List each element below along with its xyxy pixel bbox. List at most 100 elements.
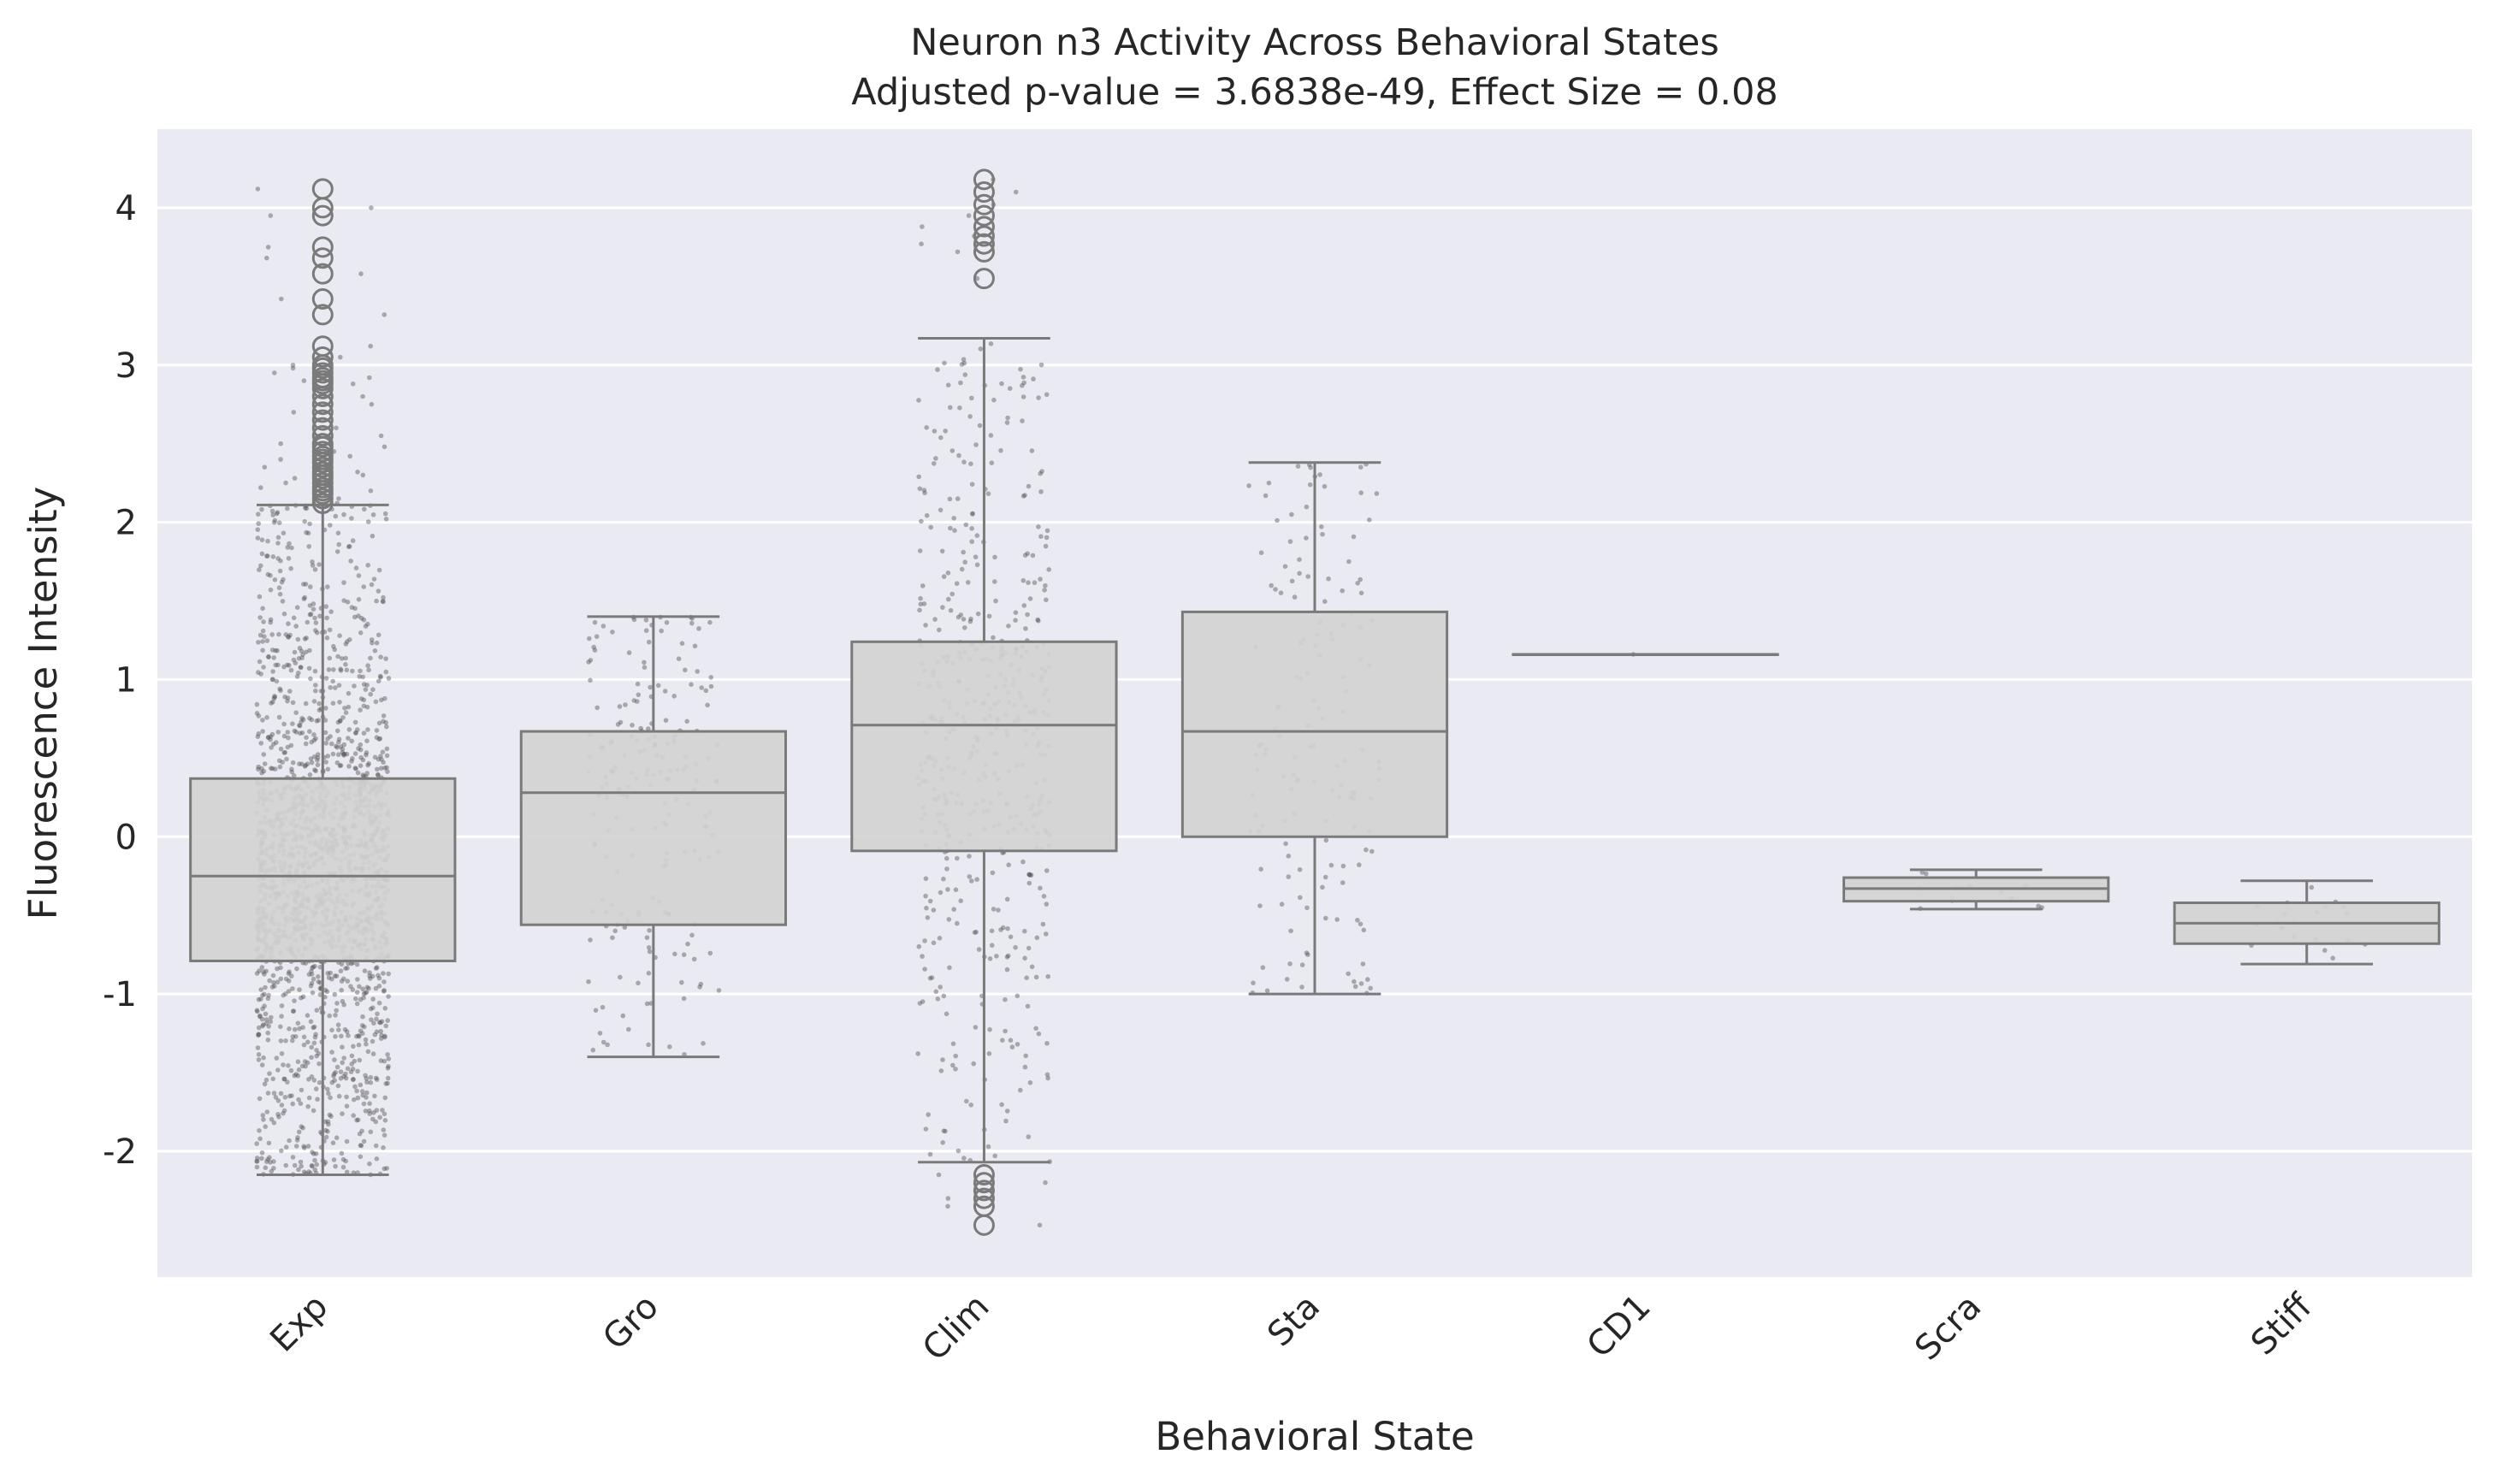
data-point <box>379 1019 385 1024</box>
data-point <box>275 1067 281 1073</box>
data-point <box>301 378 307 383</box>
data-point <box>256 1032 261 1038</box>
data-point <box>266 992 271 998</box>
data-point <box>378 1020 383 1026</box>
data-point <box>368 1006 374 1012</box>
data-point <box>304 636 309 641</box>
data-point <box>382 1111 387 1117</box>
data-point <box>316 974 321 979</box>
data-point <box>626 1026 631 1032</box>
x-tick-label: CD1 <box>1580 1287 1659 1366</box>
data-point <box>330 701 336 706</box>
data-point <box>323 1127 328 1133</box>
data-point <box>301 1034 307 1040</box>
data-point <box>384 765 389 771</box>
data-point <box>274 740 279 745</box>
outlier-marker <box>311 417 334 439</box>
data-point <box>936 1172 942 1178</box>
data-point <box>316 562 322 567</box>
data-point <box>352 606 358 612</box>
data-point <box>344 1103 350 1109</box>
data-point <box>941 993 947 999</box>
data-point <box>255 1008 260 1014</box>
data-point <box>300 717 306 723</box>
data-point <box>998 448 1003 453</box>
data-point <box>987 956 993 961</box>
data-point <box>996 908 1001 913</box>
data-point <box>298 1159 304 1165</box>
data-point <box>364 750 370 755</box>
data-point <box>269 766 274 771</box>
x-tick-label: Gro <box>595 1287 666 1358</box>
data-point <box>382 766 387 771</box>
data-point <box>303 701 309 707</box>
outlier-marker <box>973 1214 995 1236</box>
data-point <box>287 632 293 638</box>
data-point <box>941 1128 947 1133</box>
data-point <box>256 1057 262 1062</box>
data-point <box>305 1060 311 1066</box>
data-point <box>349 1061 355 1067</box>
data-point <box>378 1058 384 1063</box>
data-point <box>1038 885 1043 891</box>
data-point <box>312 1157 317 1163</box>
data-point <box>379 1032 384 1038</box>
data-point <box>312 668 318 674</box>
data-point <box>298 1101 304 1106</box>
data-point <box>278 746 284 752</box>
data-point <box>309 1044 315 1050</box>
data-point <box>1358 981 1364 986</box>
data-point <box>1286 874 1292 879</box>
data-point <box>374 640 380 646</box>
data-point <box>257 1013 263 1019</box>
outlier-marker <box>311 247 334 269</box>
data-point <box>340 1156 346 1162</box>
data-point <box>382 511 388 517</box>
data-point <box>379 757 384 762</box>
data-point <box>1044 1072 1050 1078</box>
data-point <box>381 760 386 766</box>
data-point <box>262 634 267 639</box>
data-point <box>331 1157 337 1162</box>
outlier-marker <box>973 1187 995 1209</box>
data-point <box>279 1051 285 1056</box>
data-point <box>275 647 280 653</box>
data-point <box>260 992 265 998</box>
data-point <box>254 1159 259 1164</box>
data-point <box>646 945 652 950</box>
data-point <box>339 1033 344 1039</box>
data-point <box>679 641 685 646</box>
data-point <box>615 722 621 727</box>
data-point <box>271 1166 276 1171</box>
data-point <box>346 1033 351 1038</box>
boxes <box>189 169 2440 1236</box>
data-point <box>368 1079 374 1085</box>
data-point <box>336 496 341 501</box>
data-point <box>331 1071 337 1077</box>
data-point <box>1369 848 1375 854</box>
data-point <box>328 741 334 747</box>
data-point <box>636 980 641 986</box>
data-point <box>361 1138 367 1144</box>
data-point <box>1006 862 1011 867</box>
data-point <box>344 667 350 673</box>
data-point <box>255 734 261 739</box>
data-point <box>316 701 322 707</box>
data-point <box>955 920 960 926</box>
data-point <box>295 1073 301 1079</box>
data-point <box>938 890 944 896</box>
data-point <box>1284 977 1290 982</box>
data-point <box>962 559 967 565</box>
data-point <box>698 981 704 987</box>
data-point <box>311 1040 317 1046</box>
data-point <box>334 425 339 431</box>
data-point <box>333 513 339 519</box>
data-point <box>1015 993 1020 999</box>
data-point <box>593 1008 599 1013</box>
data-point <box>635 681 641 687</box>
data-point <box>358 754 364 760</box>
data-point <box>973 929 979 935</box>
data-point <box>290 1034 296 1039</box>
data-point <box>1346 971 1351 977</box>
